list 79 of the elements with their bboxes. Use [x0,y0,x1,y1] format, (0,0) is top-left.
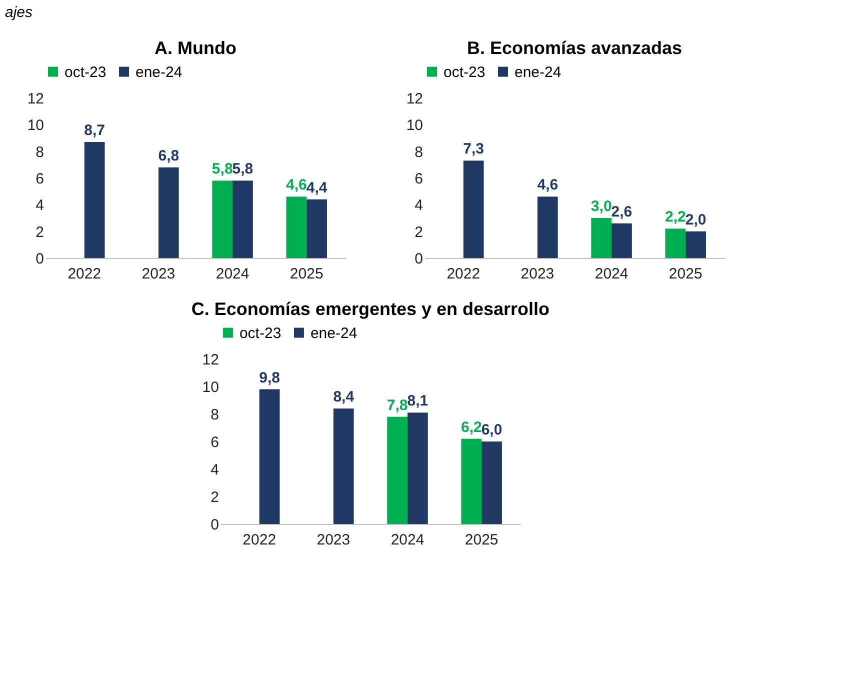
chart-title: A. Mundo [154,38,236,58]
y-tick-label: 6 [414,170,423,188]
bar [286,196,307,258]
text: ajes [5,4,34,21]
y-tick-label: 4 [210,462,219,478]
data-label: 6,2 [460,418,482,436]
bar [612,223,632,258]
x-tick-label: 2025 [668,266,702,282]
y-tick-label: 2 [36,224,44,241]
data-label: 2,0 [685,211,706,228]
bar [482,442,502,524]
data-label: 7,8 [386,396,408,414]
bar [84,142,105,258]
bar [158,167,179,258]
y-tick-label: 0 [36,250,44,268]
data-label: 8,4 [333,388,355,406]
data-label: 9,8 [259,369,280,386]
y-tick-label: 10 [406,117,423,134]
x-tick-label: 2023 [316,532,350,548]
chart-title: C. Economías emergentes y en desarrollo [191,299,550,319]
x-tick-label: 2023 [142,266,176,282]
data-label: 4,6 [286,176,307,194]
x-tick-label: 2024 [390,532,424,548]
x-tick-label: 2025 [464,532,498,548]
y-tick-label: 4 [36,197,44,214]
y-tick-label: 10 [202,379,219,396]
y-tick-label: 10 [27,117,44,134]
y-tick-label: 2 [414,224,423,241]
data-label: 2,6 [611,203,632,220]
bar [686,231,706,258]
bar [212,180,233,258]
data-label: 4,6 [537,176,558,194]
bar [463,160,484,258]
bar [387,416,408,524]
y-tick-label: 12 [406,90,423,108]
y-tick-label: 4 [414,197,423,214]
x-tick-label: 2022 [242,532,276,548]
legend-label: oct-23 [444,64,486,81]
legend-label: oct-23 [64,64,106,81]
data-label: 2,2 [664,208,686,226]
x-tick-label: 2024 [216,266,250,282]
x-tick-label: 2022 [446,266,480,282]
y-tick-label: 12 [202,352,219,368]
bar [232,180,253,258]
legend-label: ene-24 [310,324,358,342]
bar [259,389,280,524]
x-tick-label: 2022 [68,266,102,282]
x-tick-label: 2024 [594,266,628,282]
y-tick-label: 0 [414,250,423,268]
x-tick-label: 2025 [290,266,324,282]
data-label: 6,0 [481,422,502,438]
data-label: 4,4 [306,179,328,196]
bar [306,199,327,258]
data-label: 6,8 [158,147,180,164]
bar [591,218,612,258]
bar [665,228,686,258]
y-tick-label: 8 [210,406,219,424]
y-tick-label: 0 [210,516,219,534]
y-tick-label: 8 [36,144,44,161]
y-tick-label: 12 [27,90,44,108]
x-tick-label: 2023 [520,266,554,282]
data-label: 5,8 [212,160,233,178]
y-tick-label: 6 [36,170,44,188]
legend-label: ene-24 [514,64,562,81]
data-label: 7,3 [463,140,484,158]
bar [537,196,558,258]
y-tick-label: 8 [414,144,423,161]
data-label: 5,8 [232,160,254,178]
legend-label: ene-24 [136,64,182,81]
chart-title: B. Economías avanzadas [466,38,682,58]
y-tick-label: 2 [210,489,219,506]
y-tick-label: 6 [210,434,219,451]
bar [333,408,354,524]
legend-label: oct-23 [239,324,282,342]
bar [408,412,428,524]
data-label: 8,1 [407,392,428,410]
bar [461,438,482,524]
data-label: 8,7 [84,122,106,139]
data-label: 3,0 [590,198,612,215]
